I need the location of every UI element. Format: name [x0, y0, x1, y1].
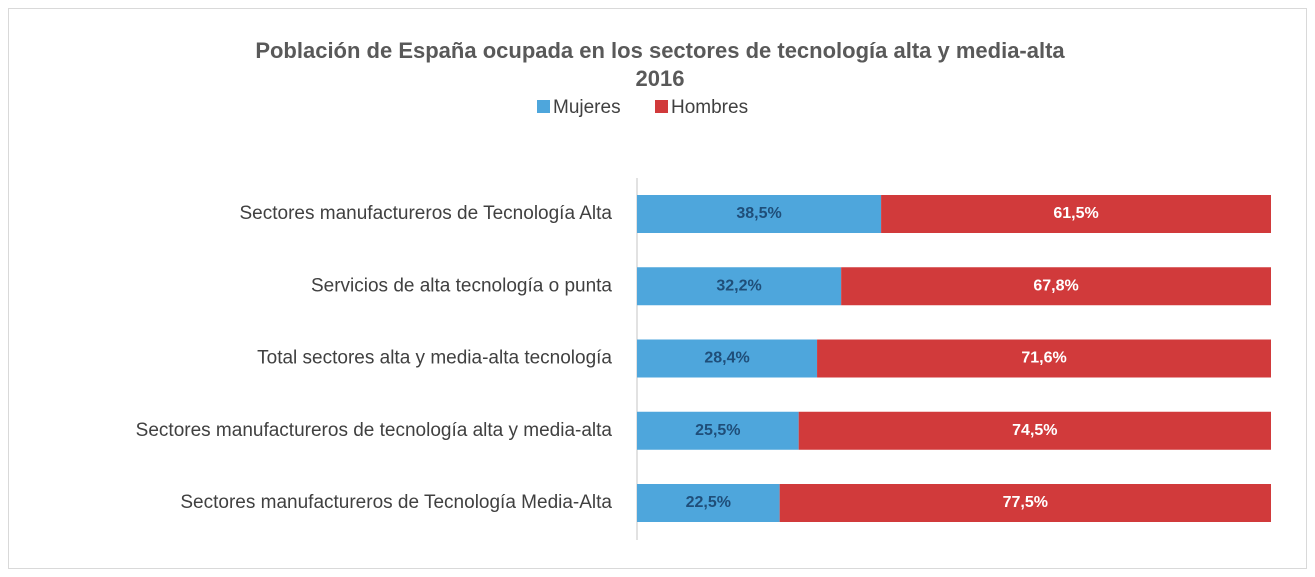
bar-segment	[779, 484, 1271, 522]
value-label: 67,8%	[1033, 277, 1078, 294]
bar-segment	[637, 484, 780, 522]
legend-label: Mujeres	[553, 97, 621, 118]
bar-segment	[881, 195, 1271, 233]
chart-title: Población de España ocupada en los secto…	[255, 38, 1065, 63]
value-label: 32,2%	[716, 277, 761, 294]
legend-label: Hombres	[671, 97, 748, 118]
bar-segment	[817, 339, 1271, 378]
value-label: 28,4%	[704, 350, 749, 367]
category-label: Sectores manufactureros de Tecnología Al…	[240, 203, 613, 224]
value-label: 71,6%	[1021, 350, 1066, 367]
bar-segment	[637, 267, 842, 306]
legend-swatch	[537, 100, 550, 113]
bar-segment	[841, 267, 1271, 306]
bar-segment	[798, 411, 1271, 450]
value-label: 38,5%	[736, 205, 781, 222]
chart-subtitle: 2016	[636, 66, 685, 91]
bar-segment	[637, 339, 818, 378]
category-label: Total sectores alta y media-alta tecnolo…	[257, 348, 612, 369]
category-label: Servicios de alta tecnología o punta	[311, 275, 612, 296]
value-label: 25,5%	[695, 422, 740, 439]
value-label: 22,5%	[686, 494, 731, 511]
category-label: Sectores manufactureros de tecnología al…	[136, 420, 613, 441]
value-label: 77,5%	[1003, 494, 1048, 511]
bar-segment	[637, 411, 799, 450]
legend-swatch	[655, 100, 668, 113]
category-label: Sectores manufactureros de Tecnología Me…	[180, 492, 612, 513]
value-label: 61,5%	[1053, 205, 1098, 222]
bar-segment	[637, 195, 882, 233]
value-label: 74,5%	[1012, 422, 1057, 439]
